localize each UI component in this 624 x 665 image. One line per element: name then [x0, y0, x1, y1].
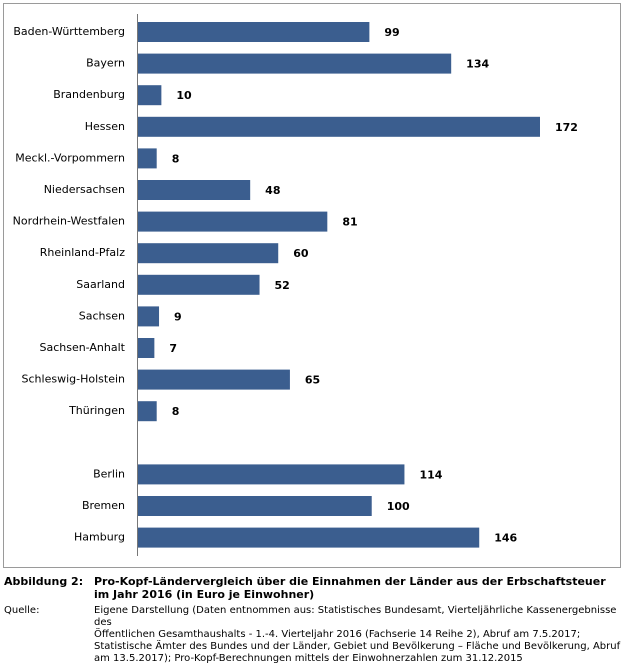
caption-label: Abbildung 2:: [4, 575, 84, 588]
y-tick-label: Bremen: [82, 499, 125, 512]
y-tick-label: Niedersachsen: [44, 183, 125, 196]
text-line: Statistische Ämter des Bundes und der Lä…: [94, 641, 621, 652]
bar: [138, 116, 540, 137]
y-tick-label: Rheinland-Pfalz: [40, 246, 125, 259]
value-label: 8: [172, 152, 180, 165]
y-tick-label: Hessen: [85, 120, 125, 133]
value-label: 48: [265, 184, 280, 197]
bar: [138, 464, 405, 485]
bar: [138, 306, 160, 327]
value-label: 81: [342, 216, 357, 229]
bar: [138, 53, 452, 74]
y-tick-label: Sachsen-Anhalt: [39, 341, 125, 354]
y-tick-label: Berlin: [93, 467, 125, 480]
y-tick-label: Saarland: [76, 278, 125, 291]
text-line: im Jahr 2016 (in Euro je Einwohner): [94, 588, 315, 601]
bar: [138, 338, 155, 358]
value-label: 7: [169, 342, 177, 355]
y-tick-label: Nordrhein-Westfalen: [13, 215, 125, 228]
bar: [138, 243, 279, 264]
bar: [138, 527, 480, 548]
bar: [138, 180, 251, 200]
value-label: 146: [494, 532, 517, 545]
y-tick-label: Hamburg: [74, 531, 125, 544]
value-label: 100: [387, 500, 410, 513]
chart: Baden-Württemberg 99 Bayern 134 Brandenburg 1…: [3, 3, 621, 568]
bar: [138, 274, 260, 295]
value-label: 99: [384, 26, 399, 39]
caption-text: Pro-Kopf-Ländervergleich über die Einnah…: [94, 575, 606, 601]
source-text: Eigene Darstellung (Daten entnommen aus:…: [94, 605, 624, 665]
y-tick-label: Baden-Württemberg: [13, 25, 125, 38]
bar: [138, 211, 328, 232]
value-label: 172: [555, 121, 578, 134]
bar: [138, 148, 157, 169]
value-label: 60: [293, 247, 309, 260]
value-label: 8: [172, 405, 180, 418]
bar: [138, 22, 370, 42]
value-label: 9: [174, 310, 182, 323]
text-line: Eigene Darstellung (Daten entnommen aus:…: [94, 605, 617, 628]
value-label: 10: [176, 89, 192, 102]
y-tick-label: Thüringen: [68, 404, 125, 417]
value-label: 65: [305, 374, 320, 387]
source-label: Quelle:: [4, 605, 40, 616]
y-tick-label: Bayern: [86, 57, 125, 70]
value-label: 134: [466, 58, 489, 71]
text-line: Pro-Kopf-Ländervergleich über die Einnah…: [94, 575, 606, 588]
bar: [138, 85, 162, 106]
bar: [138, 496, 372, 516]
text-line: Öffentlichen Gesamthaushalts - 1.-4. Vie…: [94, 629, 581, 640]
value-label: 52: [275, 279, 290, 292]
text-line: am 13.5.2017); Pro-Kopf-Berechnungen mit…: [94, 653, 523, 664]
y-tick-label: Schleswig-Holstein: [22, 373, 125, 386]
y-tick-label: Brandenburg: [53, 88, 125, 101]
y-tick-label: Sachsen: [79, 309, 125, 322]
value-label: 114: [419, 468, 442, 481]
y-tick-label: Meckl.-Vorpommern: [15, 151, 125, 164]
bar: [138, 401, 157, 422]
bar: [138, 369, 290, 390]
